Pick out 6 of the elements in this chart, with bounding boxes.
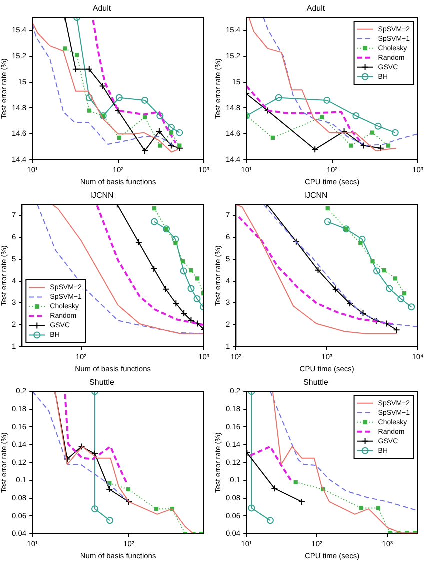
chart-title: Adult bbox=[306, 4, 326, 14]
chart-title: IJCNN bbox=[90, 191, 114, 200]
chart-title: Shuttle bbox=[304, 378, 330, 388]
chart-title: IJCNN bbox=[304, 191, 328, 200]
chart-title: Adult bbox=[92, 4, 112, 14]
chart-title: Shuttle bbox=[90, 378, 116, 388]
